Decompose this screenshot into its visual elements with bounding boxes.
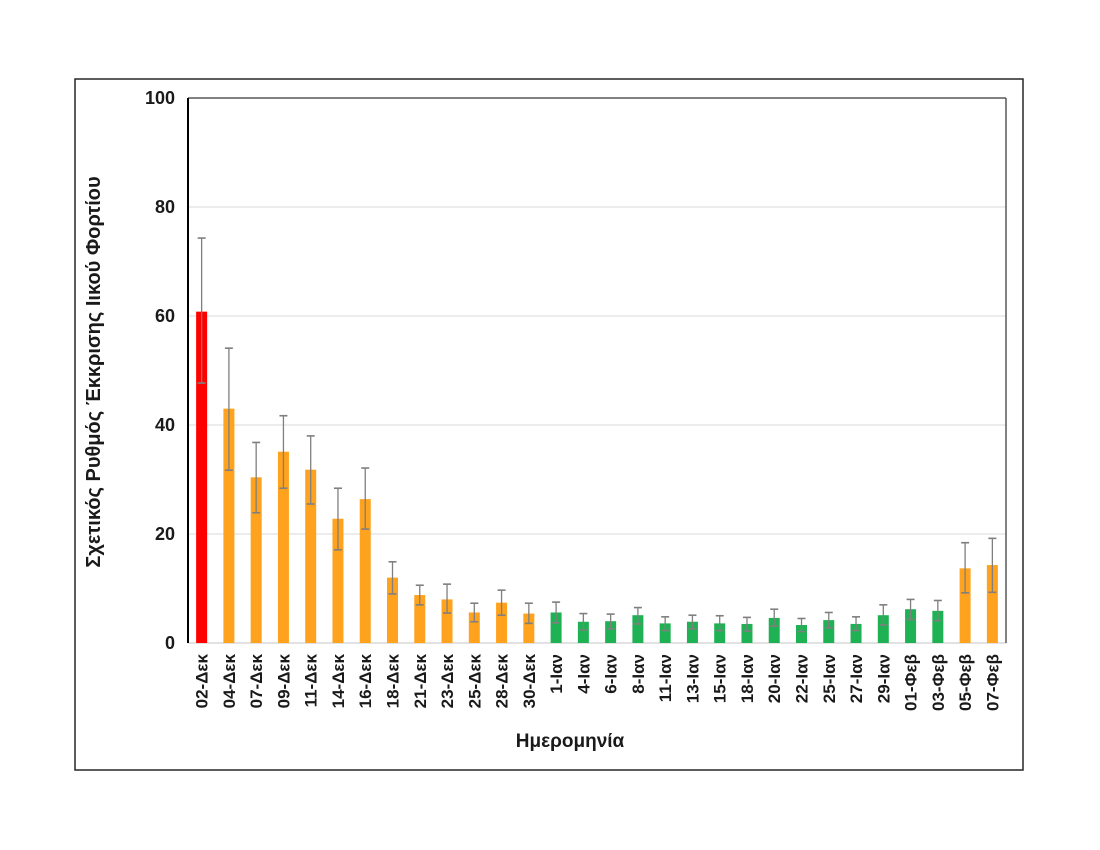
x-tick-label: 25-Δεκ: [465, 653, 484, 708]
bar: [468, 612, 480, 643]
x-tick-label: 09-Δεκ: [274, 653, 293, 708]
y-tick-label: 100: [145, 88, 175, 108]
x-tick-label: 30-Δεκ: [520, 653, 539, 708]
x-tick-label: 07-Φεβ: [983, 654, 1002, 711]
bar: [796, 625, 807, 643]
x-tick-label: 11-Ιαν: [656, 654, 675, 702]
x-tick-label: 16-Δεκ: [356, 653, 375, 708]
x-tick-label: 25-Ιαν: [820, 654, 839, 703]
x-tick-label: 02-Δεκ: [193, 653, 212, 708]
x-tick-label: 14-Δεκ: [329, 653, 348, 708]
x-tick-label: 04-Δεκ: [220, 653, 239, 708]
x-tick-label: 27-Ιαν: [847, 654, 866, 703]
bar: [550, 612, 562, 643]
y-tick-label: 40: [155, 415, 175, 435]
bar: [359, 499, 371, 643]
bar: [741, 623, 753, 643]
bar: [823, 620, 835, 643]
y-axis-title: Σχετικός Ρυθμός Έκκρισης Ιικού Φορτίου: [83, 176, 105, 567]
x-tick-label: 20-Ιαν: [765, 654, 784, 703]
bar: [305, 469, 317, 643]
bar: [441, 599, 453, 643]
bar: [986, 565, 998, 643]
x-tick-label: 29-Ιαν: [874, 654, 893, 703]
bar: [196, 311, 208, 643]
bar: [277, 451, 289, 643]
error-bars: [197, 237, 997, 633]
x-axis-title: Ημερομηνία: [516, 731, 625, 752]
y-axis-tick-labels: 0 20 40 60 80 100: [145, 88, 175, 653]
x-tick-label: 13-Ιαν: [683, 654, 702, 703]
bar: [959, 568, 971, 643]
bars: [196, 311, 998, 643]
x-tick-label: 01-Φεβ: [902, 654, 921, 711]
y-tick-label: 0: [165, 633, 175, 653]
bar: [850, 623, 862, 643]
y-tick-label: 60: [155, 306, 175, 326]
gridlines: [188, 206, 1006, 644]
x-tick-label: 21-Δεκ: [411, 653, 430, 708]
figure-border: [74, 78, 1024, 771]
x-tick-label: 28-Δεκ: [493, 653, 512, 708]
y-tick-label: 80: [155, 197, 175, 217]
x-tick-label: 4-Ιαν: [574, 654, 593, 694]
bar: [250, 477, 262, 643]
bar: [577, 621, 589, 643]
x-tick-label: 03-Φεβ: [929, 654, 948, 711]
bar: [686, 621, 698, 643]
x-tick-label: 23-Δεκ: [438, 653, 457, 708]
bar: [659, 623, 671, 643]
bar: [905, 609, 917, 643]
y-tick-label: 20: [155, 524, 175, 544]
x-tick-label: 6-Ιαν: [602, 654, 621, 694]
x-tick-label: 18-Δεκ: [384, 653, 403, 708]
x-tick-label: 07-Δεκ: [247, 653, 266, 708]
x-axis-tick-labels: 02-Δεκ 04-Δεκ 07-Δεκ 09-Δεκ 11-Δεκ 14-Δεκ 16-Δ…: [193, 653, 1003, 710]
plot-border: [187, 97, 1007, 643]
bar: [387, 577, 398, 643]
bar: [223, 408, 235, 643]
x-tick-label: 1-Ιαν: [547, 654, 566, 694]
x-tick-label: 8-Ιαν: [629, 654, 648, 694]
bar: [768, 617, 780, 643]
bar: [632, 615, 644, 643]
bar: [605, 621, 617, 643]
bar: [523, 613, 535, 643]
x-tick-label: 18-Ιαν: [738, 654, 757, 703]
bar: [877, 615, 889, 643]
bar: [932, 610, 944, 643]
bar: [714, 623, 726, 643]
x-tick-label: 15-Ιαν: [711, 654, 730, 703]
x-tick-label: 22-Ιαν: [793, 654, 812, 703]
bar: [414, 595, 426, 643]
bar: [496, 602, 508, 643]
x-tick-label: 11-Δεκ: [302, 653, 321, 707]
x-tick-label: 05-Φεβ: [956, 654, 975, 711]
bar: [332, 518, 344, 643]
